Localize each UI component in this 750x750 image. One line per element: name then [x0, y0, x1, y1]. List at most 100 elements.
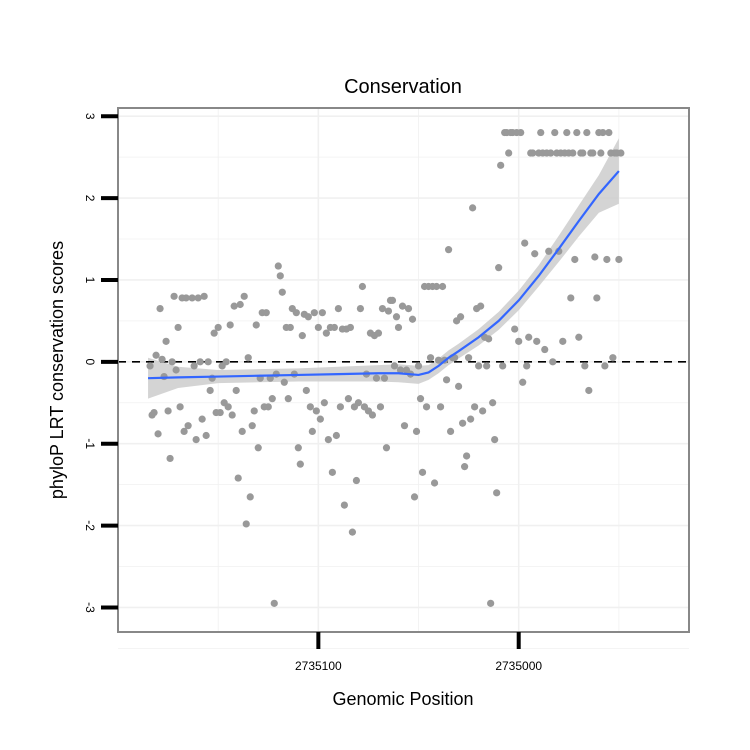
- data-point: [483, 362, 491, 370]
- data-point: [210, 329, 218, 337]
- data-point: [414, 362, 423, 370]
- data-point: [192, 435, 200, 444]
- data-point: [380, 374, 389, 382]
- data-point: [499, 362, 507, 370]
- data-point: [302, 386, 310, 395]
- data-point: [390, 362, 399, 370]
- data-point: [232, 386, 240, 395]
- data-point: [150, 408, 158, 417]
- data-point: [176, 403, 184, 411]
- data-point: [306, 403, 314, 411]
- data-point: [204, 358, 212, 366]
- data-point: [184, 422, 192, 430]
- data-point: [533, 337, 541, 345]
- data-point: [226, 321, 234, 329]
- data-point: [605, 128, 613, 137]
- data-point: [284, 395, 292, 403]
- data-point: [388, 296, 397, 305]
- data-point: [467, 415, 475, 423]
- data-point: [549, 358, 557, 366]
- data-point: [276, 272, 284, 280]
- data-point: [182, 294, 190, 302]
- data-point: [238, 427, 246, 436]
- data-point: [505, 149, 513, 157]
- data-point: [354, 399, 363, 407]
- data-point: [262, 309, 270, 317]
- data-point: [551, 128, 559, 137]
- confidence-ribbon: [148, 138, 619, 399]
- data-point: [438, 282, 447, 291]
- data-point: [320, 399, 328, 407]
- data-point: [294, 444, 302, 452]
- data-point: [442, 376, 451, 384]
- data-point: [240, 292, 248, 300]
- data-point: [463, 452, 471, 460]
- data-point: [280, 378, 288, 386]
- data-point: [418, 468, 427, 476]
- data-point: [392, 313, 401, 321]
- y-tick-label: -3: [83, 602, 97, 613]
- data-point: [304, 313, 312, 321]
- data-point: [489, 399, 497, 407]
- data-point: [346, 323, 355, 332]
- data-point: [344, 395, 353, 403]
- data-point: [244, 354, 252, 362]
- data-point: [599, 128, 607, 137]
- data-point: [545, 247, 553, 255]
- data-point: [521, 239, 529, 247]
- data-point: [497, 161, 505, 169]
- data-point: [436, 403, 445, 411]
- data-point: [485, 335, 493, 343]
- data-point: [214, 323, 222, 332]
- data-point: [322, 329, 330, 337]
- y-tick-label: 0: [83, 358, 97, 365]
- data-point: [537, 128, 545, 137]
- data-point: [348, 528, 357, 536]
- data-point: [206, 386, 214, 395]
- x-tick-label: 2735000: [495, 659, 542, 673]
- data-point: [493, 489, 501, 497]
- data-point: [601, 362, 609, 370]
- data-point: [188, 294, 196, 302]
- data-point: [246, 493, 254, 501]
- data-point: [268, 395, 276, 403]
- data-point: [394, 323, 403, 332]
- data-point: [382, 444, 391, 452]
- data-point: [591, 253, 599, 261]
- data-point: [517, 128, 525, 137]
- y-tick-label: 1: [83, 277, 97, 284]
- data-point: [426, 354, 435, 362]
- data-point: [352, 476, 361, 485]
- data-point: [432, 282, 441, 291]
- data-point: [575, 333, 583, 341]
- data-point: [384, 307, 393, 315]
- data-point: [567, 294, 575, 302]
- data-point: [471, 403, 479, 411]
- data-point: [358, 282, 367, 291]
- data-point: [324, 435, 332, 444]
- y-tick-label: -2: [83, 520, 97, 531]
- data-point: [571, 255, 579, 264]
- data-point: [378, 304, 387, 313]
- data-point: [312, 407, 320, 415]
- data-point: [248, 422, 256, 430]
- data-point: [196, 358, 204, 366]
- data-point: [559, 337, 567, 345]
- data-point: [547, 149, 555, 157]
- data-point: [469, 204, 477, 212]
- x-axis-title: Genomic Position: [332, 689, 473, 709]
- data-point: [422, 403, 431, 411]
- data-point: [523, 362, 531, 370]
- data-point: [412, 427, 421, 436]
- data-point: [234, 474, 242, 482]
- data-point: [615, 255, 623, 264]
- x-axis: 2735100 2735000: [295, 632, 542, 673]
- data-point: [446, 427, 455, 436]
- data-point: [487, 599, 495, 607]
- data-point: [430, 479, 439, 487]
- data-point: [356, 304, 365, 313]
- data-point: [400, 422, 409, 430]
- data-point: [416, 395, 425, 403]
- data-point: [398, 302, 407, 310]
